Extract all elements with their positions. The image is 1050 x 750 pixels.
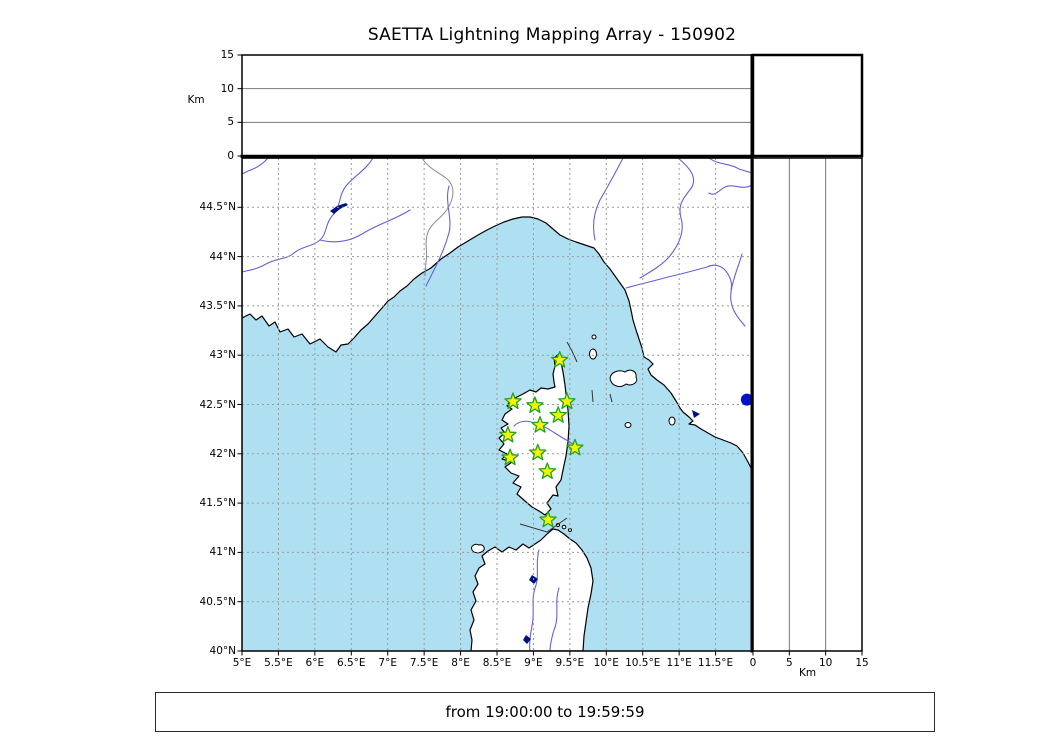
elba-island — [609, 369, 638, 387]
pianosa-island — [624, 422, 632, 428]
altitude-axis-label-left: Km — [187, 94, 205, 106]
lon-tick-label: 6°E — [305, 657, 325, 669]
altitude-right-panel — [752, 157, 863, 652]
mainland-coastline — [242, 158, 752, 471]
lon-tick-label: 11°E — [666, 657, 692, 669]
altitude-right-panel-gridlines — [788, 158, 827, 651]
corner-panel — [751, 53, 864, 158]
altitude-tick-label: 15 — [220, 49, 234, 61]
islands — [471, 334, 676, 554]
offshore-point-marker — [740, 393, 752, 406]
sardinia-coastline — [469, 528, 594, 651]
lake-serre-poncon — [330, 203, 348, 214]
lat-tick-label: 44°N — [209, 250, 236, 263]
lat-tick-label: 41.5°N — [199, 497, 236, 510]
lma-station-marker — [549, 406, 567, 423]
altitude-tick-label: 10 — [818, 657, 833, 669]
lat-tick-label: 40.5°N — [199, 595, 236, 608]
lma-station-marker — [566, 438, 584, 456]
giglio-island — [668, 416, 676, 426]
lma-station-marker — [529, 443, 547, 461]
lma-station-marker — [501, 448, 519, 466]
lon-tick-label: 9.5°E — [555, 657, 585, 669]
lon-tick-label: 8.5°E — [482, 657, 512, 669]
lon-tick-label: 7°E — [378, 657, 397, 669]
lat-tick-label: 43°N — [209, 349, 236, 362]
lon-tick-label: 5.5°E — [264, 657, 293, 669]
lon-tick-label: 11.5°E — [697, 657, 734, 669]
sardinia-lake — [523, 635, 531, 644]
lma-station-marker — [504, 392, 522, 410]
orbetello-lagoon — [692, 410, 700, 418]
stations-layer — [499, 350, 752, 528]
lat-tick-label: 42.5°N — [199, 398, 236, 411]
lon-tick-label: 10.5°E — [625, 657, 661, 669]
time-range-box: from 19:00:00 to 19:59:59 — [155, 692, 935, 732]
altitude-tick-label: 0 — [749, 657, 757, 669]
lma-station-marker — [550, 350, 569, 368]
lon-tick-label: 6.5°E — [336, 657, 366, 669]
plot-title: SAETTA Lightning Mapping Array - 150902 — [367, 25, 737, 45]
asinara-island — [471, 543, 485, 554]
altitude-tick-label: 5 — [227, 116, 234, 129]
altitude-top-panel — [241, 54, 753, 157]
capraia-island — [589, 348, 597, 360]
altitude-axis-label-bottom: Km — [798, 667, 817, 679]
lon-tick-label: 7.5°E — [409, 657, 439, 669]
maddalena-islet — [561, 524, 567, 530]
lma-station-marker — [558, 392, 576, 410]
lma-station-marker — [539, 510, 557, 528]
lon-tick-label: 5°E — [232, 657, 252, 669]
lma-station-marker — [538, 462, 557, 480]
altitude-tick-label: 5 — [785, 657, 793, 669]
lma-station-marker — [526, 396, 544, 414]
altitude-tick-label: 0 — [227, 150, 234, 162]
lat-tick-label: 41°N — [209, 546, 236, 559]
lon-tick-label: 9°E — [524, 657, 543, 669]
altitude-tick-label: 15 — [855, 657, 869, 669]
lma-station-marker — [499, 425, 517, 443]
lon-tick-label: 10°E — [593, 657, 619, 669]
lma-station-marker — [531, 416, 549, 433]
altitude-tick-label: 10 — [220, 82, 234, 95]
lat-tick-label: 42°N — [209, 447, 236, 460]
lat-tick-label: 44.5°N — [199, 201, 236, 214]
offshore-line-features — [519, 341, 613, 533]
lat-tick-label: 40°N — [209, 645, 236, 657]
lon-tick-label: 8°E — [451, 657, 470, 669]
altitude-top-panel-gridlines — [242, 88, 752, 123]
time-range-text: from 19:00:00 to 19:59:59 — [445, 703, 645, 721]
lat-tick-label: 43.5°N — [199, 299, 236, 312]
gorgona-island — [591, 334, 597, 340]
axis-tick-marks — [237, 54, 863, 656]
